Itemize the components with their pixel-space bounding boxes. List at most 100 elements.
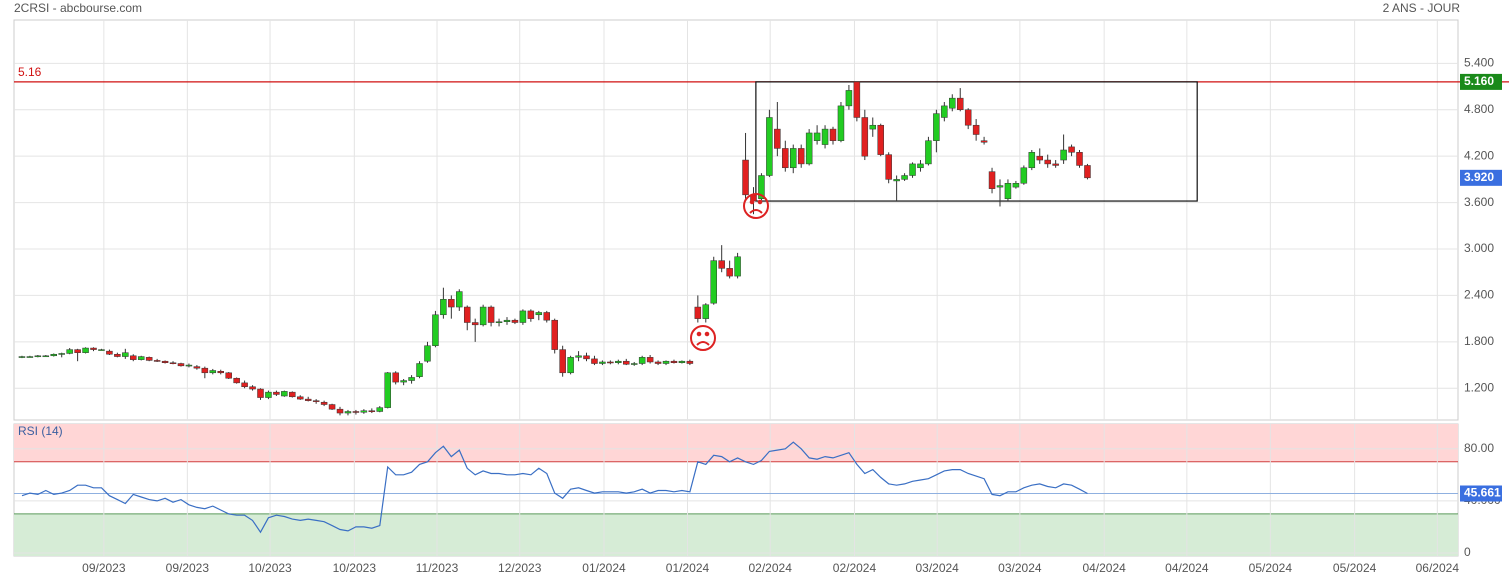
candle-body bbox=[384, 372, 391, 408]
x-tick-label: 04/2024 bbox=[1082, 561, 1126, 575]
x-tick-label: 01/2024 bbox=[582, 561, 626, 575]
candle-body bbox=[304, 398, 312, 401]
x-tick-label: 04/2024 bbox=[1165, 561, 1209, 575]
candle-body bbox=[193, 366, 201, 369]
candle-body bbox=[559, 349, 566, 374]
overbought-zone bbox=[14, 424, 1458, 462]
candle-body bbox=[82, 347, 89, 353]
candle-body bbox=[893, 179, 900, 182]
candle-body bbox=[623, 360, 630, 365]
candle-body bbox=[376, 407, 384, 412]
candle-body bbox=[829, 128, 837, 141]
y-tick-label: 1.800 bbox=[1464, 334, 1494, 348]
candle-body bbox=[368, 410, 376, 412]
candle-body bbox=[925, 140, 932, 165]
candle-body bbox=[678, 360, 686, 363]
candle-body bbox=[527, 310, 535, 319]
candle-body bbox=[503, 319, 511, 322]
candle-body bbox=[42, 355, 50, 358]
candle-body bbox=[328, 404, 336, 410]
candle-body bbox=[853, 81, 861, 118]
candle-body bbox=[694, 306, 702, 319]
candle-body bbox=[130, 355, 137, 360]
candle-body bbox=[941, 105, 948, 118]
x-tick-label: 11/2023 bbox=[416, 561, 459, 575]
candle-body bbox=[877, 124, 884, 155]
candle-body bbox=[1004, 182, 1012, 199]
candle-body bbox=[169, 362, 177, 364]
candle-body bbox=[273, 391, 280, 395]
candle-body bbox=[225, 372, 232, 379]
candle-body bbox=[670, 360, 678, 363]
x-tick-label: 02/2024 bbox=[833, 561, 877, 575]
candle-body bbox=[980, 140, 988, 143]
candle-body bbox=[599, 361, 606, 364]
candle-body bbox=[766, 117, 773, 176]
candle-body bbox=[265, 391, 272, 398]
y-tick-label: 5.400 bbox=[1464, 55, 1494, 69]
candle-body bbox=[805, 132, 813, 165]
candle-body bbox=[495, 321, 503, 323]
rsi-line bbox=[21, 441, 1088, 534]
candle-body bbox=[249, 386, 256, 390]
candle-body bbox=[440, 299, 447, 316]
candle-body bbox=[535, 312, 543, 316]
level-axis-box bbox=[1460, 73, 1502, 90]
candle-body bbox=[281, 391, 288, 397]
level-label: 5.16 bbox=[18, 65, 42, 79]
candle-body bbox=[519, 310, 527, 323]
candle-body bbox=[312, 400, 320, 402]
price-panel bbox=[13, 19, 1459, 421]
candle-body bbox=[18, 356, 26, 358]
candle-body bbox=[718, 260, 725, 269]
candle-body bbox=[26, 356, 34, 358]
candle-body bbox=[1028, 152, 1036, 169]
candle-body bbox=[320, 401, 328, 405]
candle-body bbox=[392, 372, 399, 383]
candle-body bbox=[90, 347, 97, 350]
candle-body bbox=[956, 97, 964, 110]
candle-body bbox=[630, 363, 638, 365]
candle-body bbox=[591, 358, 598, 364]
candle-body bbox=[1060, 149, 1067, 161]
candle-body bbox=[1036, 155, 1043, 161]
annotation-box bbox=[755, 81, 1198, 202]
candle-body bbox=[34, 355, 42, 358]
candle-body bbox=[638, 357, 646, 364]
candle-body bbox=[726, 268, 733, 277]
frown bbox=[690, 325, 716, 351]
x-tick-label: 09/2023 bbox=[82, 561, 126, 575]
candle-body bbox=[742, 159, 749, 196]
x-tick-label: 12/2023 bbox=[498, 561, 542, 575]
candle-body bbox=[1068, 146, 1075, 153]
candle-body bbox=[161, 360, 169, 363]
candle-body bbox=[654, 361, 662, 364]
candle-body bbox=[583, 355, 590, 360]
candle-body bbox=[201, 367, 209, 374]
frown bbox=[743, 193, 769, 219]
y-tick-label: 3.000 bbox=[1464, 241, 1494, 255]
candle-body bbox=[1020, 167, 1028, 184]
rsi-last-label: 45.661 bbox=[1464, 486, 1501, 500]
candle-body bbox=[487, 306, 495, 323]
last-price-label: 3.920 bbox=[1464, 170, 1494, 184]
y-tick-label: 0 bbox=[1464, 545, 1471, 559]
candle-body bbox=[185, 364, 193, 367]
y-tick-label: 1.200 bbox=[1464, 380, 1494, 394]
candle-body bbox=[456, 291, 463, 308]
candle-body bbox=[233, 377, 240, 384]
candle-body bbox=[972, 124, 980, 135]
candle-body bbox=[241, 382, 248, 387]
candle-body bbox=[933, 113, 940, 141]
candle-body bbox=[511, 319, 519, 323]
period: 2 ANS - JOUR bbox=[1383, 1, 1461, 15]
y-tick-label: 4.800 bbox=[1464, 102, 1494, 116]
candle-body bbox=[479, 306, 487, 326]
candle-body bbox=[734, 256, 741, 277]
candle-body bbox=[344, 411, 352, 414]
candle-body bbox=[813, 132, 821, 141]
candle-body bbox=[782, 148, 789, 169]
candle-body bbox=[869, 124, 877, 130]
candle-body bbox=[607, 361, 614, 364]
